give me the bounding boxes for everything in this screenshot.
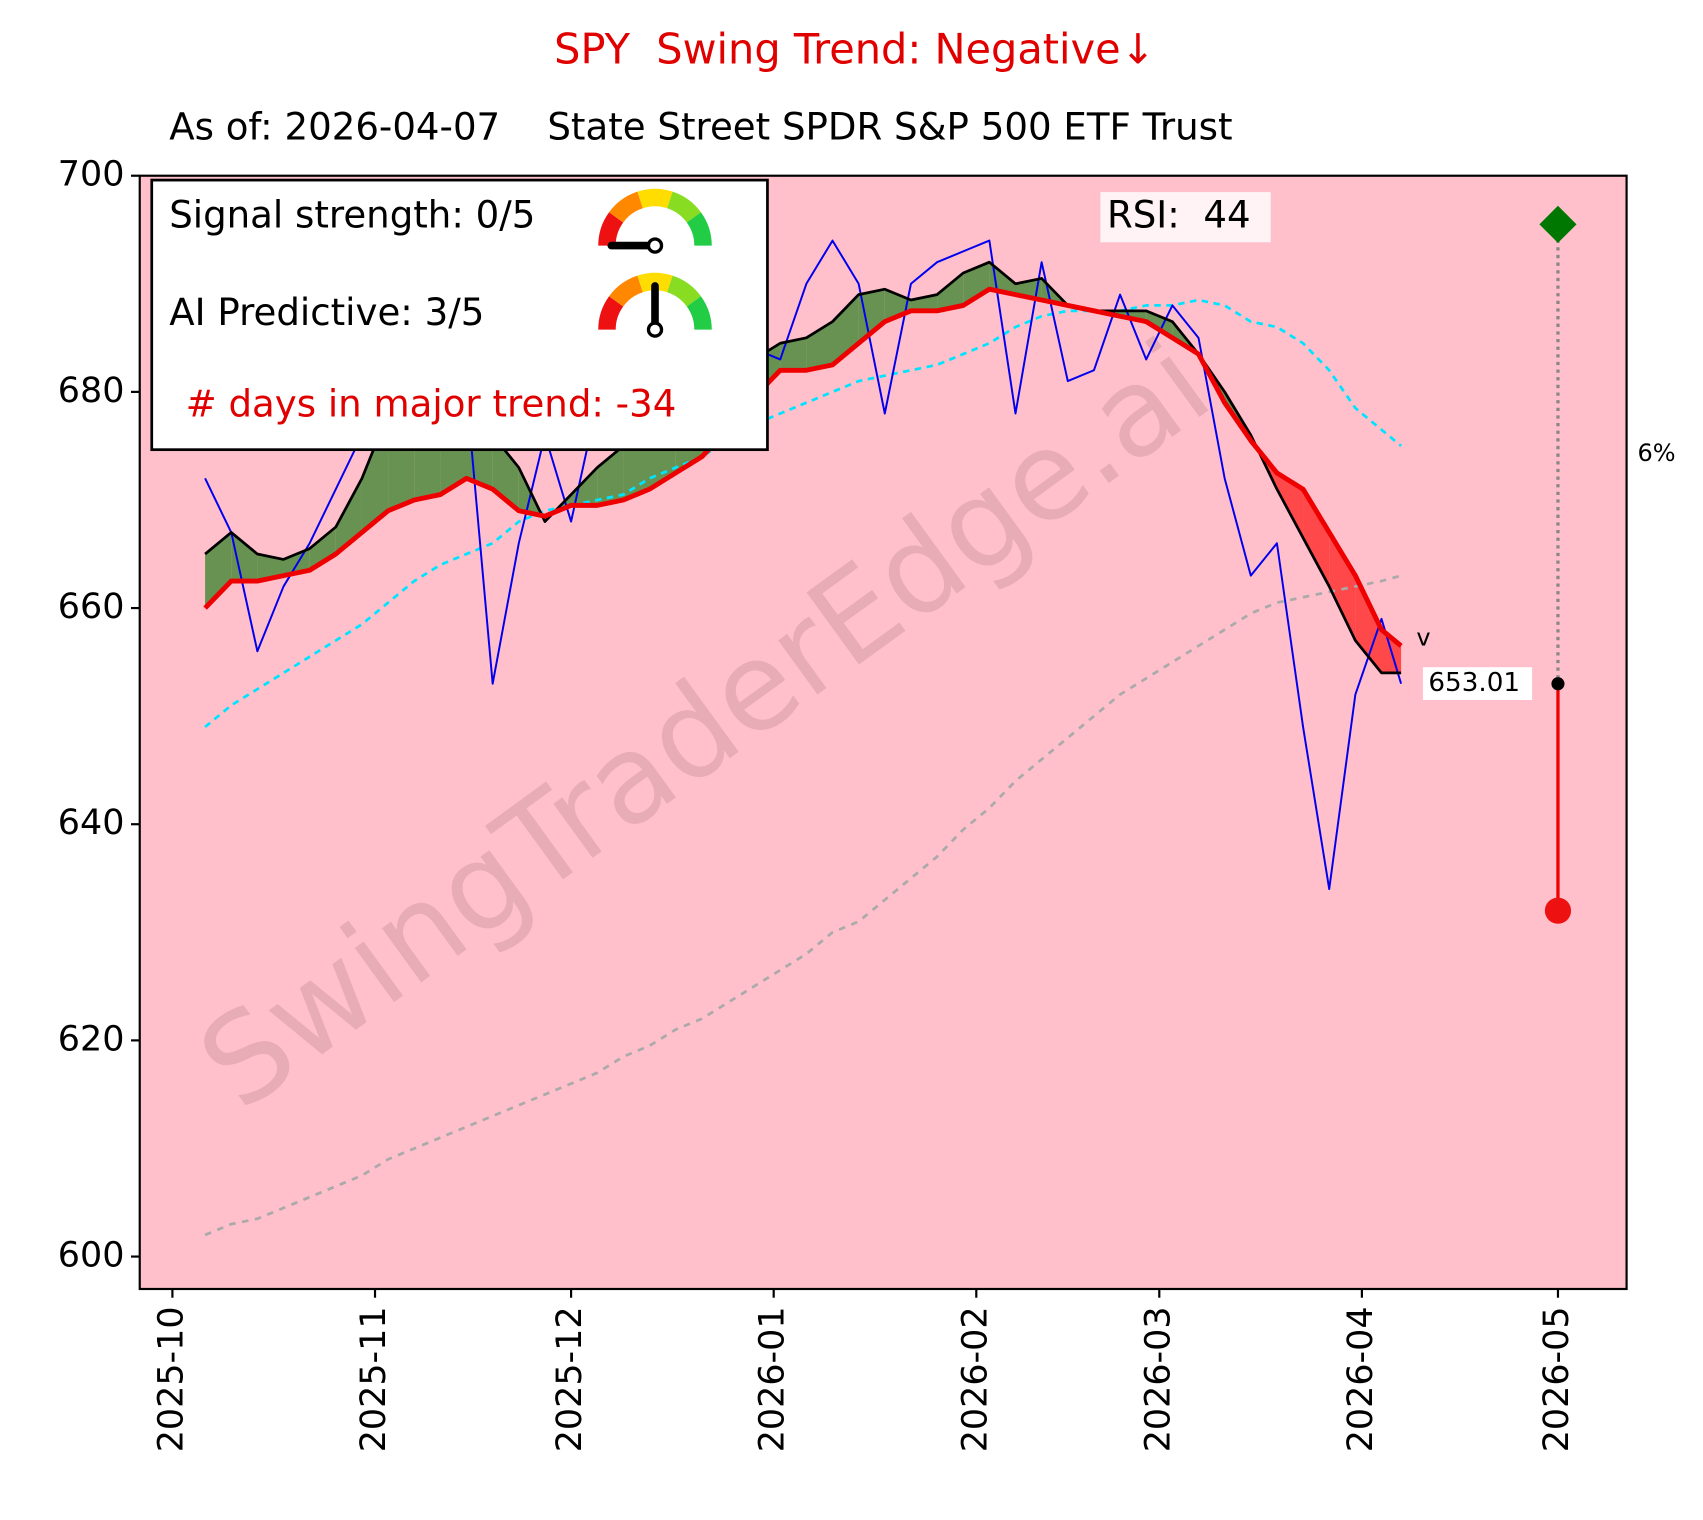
target-high	[1539, 205, 1577, 243]
plot-frame	[138, 174, 1628, 1291]
trend-fill	[858, 289, 885, 344]
y-tick-label: 600	[58, 1236, 125, 1276]
trend-fill	[963, 262, 990, 306]
trend-fill	[231, 532, 258, 582]
trend-fill	[780, 337, 807, 371]
x-tick-label: 2026-03	[1138, 1306, 1178, 1452]
gauge-hub	[646, 237, 664, 254]
last-price-box	[1422, 667, 1533, 700]
last-marker: v	[1416, 623, 1430, 651]
rsi-box	[1100, 192, 1271, 243]
y-tick-label: 640	[58, 803, 125, 843]
gauge-segment	[686, 296, 712, 331]
trend-fill	[309, 526, 336, 571]
x-tick-label: 2025-10	[151, 1306, 191, 1452]
y-tick-label: 680	[58, 371, 125, 411]
target-percent: 6%	[1638, 439, 1676, 467]
rsi-label: RSI: 44	[1107, 194, 1251, 237]
x-tick-label: 2025-12	[550, 1306, 590, 1452]
gauge-segment	[637, 272, 673, 293]
chart-subtitle: As of: 2026-04-07 State Street SPDR S&P …	[169, 105, 1232, 148]
x-tick-label: 2026-02	[955, 1306, 995, 1452]
gauge-segment	[598, 296, 624, 331]
trend-fill	[1276, 472, 1304, 538]
target-last	[1551, 677, 1565, 691]
ai-predictive: AI Predictive: 3/5	[169, 291, 484, 334]
trend-fill	[937, 272, 964, 311]
gauge-segment	[609, 191, 644, 223]
trend-fill	[205, 532, 232, 609]
days-in-trend: # days in major trend: -34	[186, 383, 677, 426]
gauge-hub	[646, 321, 664, 338]
gauge-segment	[666, 275, 701, 307]
price-line	[204, 298, 1402, 728]
trend-fill	[597, 445, 624, 506]
gauge-segment	[609, 275, 644, 307]
trend-fill	[1329, 532, 1356, 641]
last-price-label: 653.01	[1428, 668, 1520, 698]
trend-fill	[1303, 489, 1330, 587]
y-tick-label: 620	[58, 1019, 125, 1059]
gauge-segment	[598, 212, 624, 247]
x-tick-label: 2026-04	[1341, 1306, 1381, 1452]
x-tick-label: 2026-01	[753, 1306, 793, 1452]
trend-fill	[257, 554, 284, 582]
price-line	[203, 286, 1403, 648]
x-tick-label: 2025-11	[354, 1306, 394, 1452]
gauge-segment	[666, 191, 701, 223]
gauge-segment	[637, 188, 673, 209]
info-box	[150, 178, 769, 452]
target-low	[1544, 897, 1572, 924]
x-tick-label: 2026-05	[1537, 1306, 1577, 1452]
signal-strength: Signal strength: 0/5	[169, 194, 535, 237]
y-tick-label: 660	[58, 587, 125, 627]
chart-title: SPY Swing Trend: Negative↓	[554, 25, 1155, 73]
gauge-segment	[686, 212, 712, 247]
y-tick-label: 700	[58, 155, 125, 195]
